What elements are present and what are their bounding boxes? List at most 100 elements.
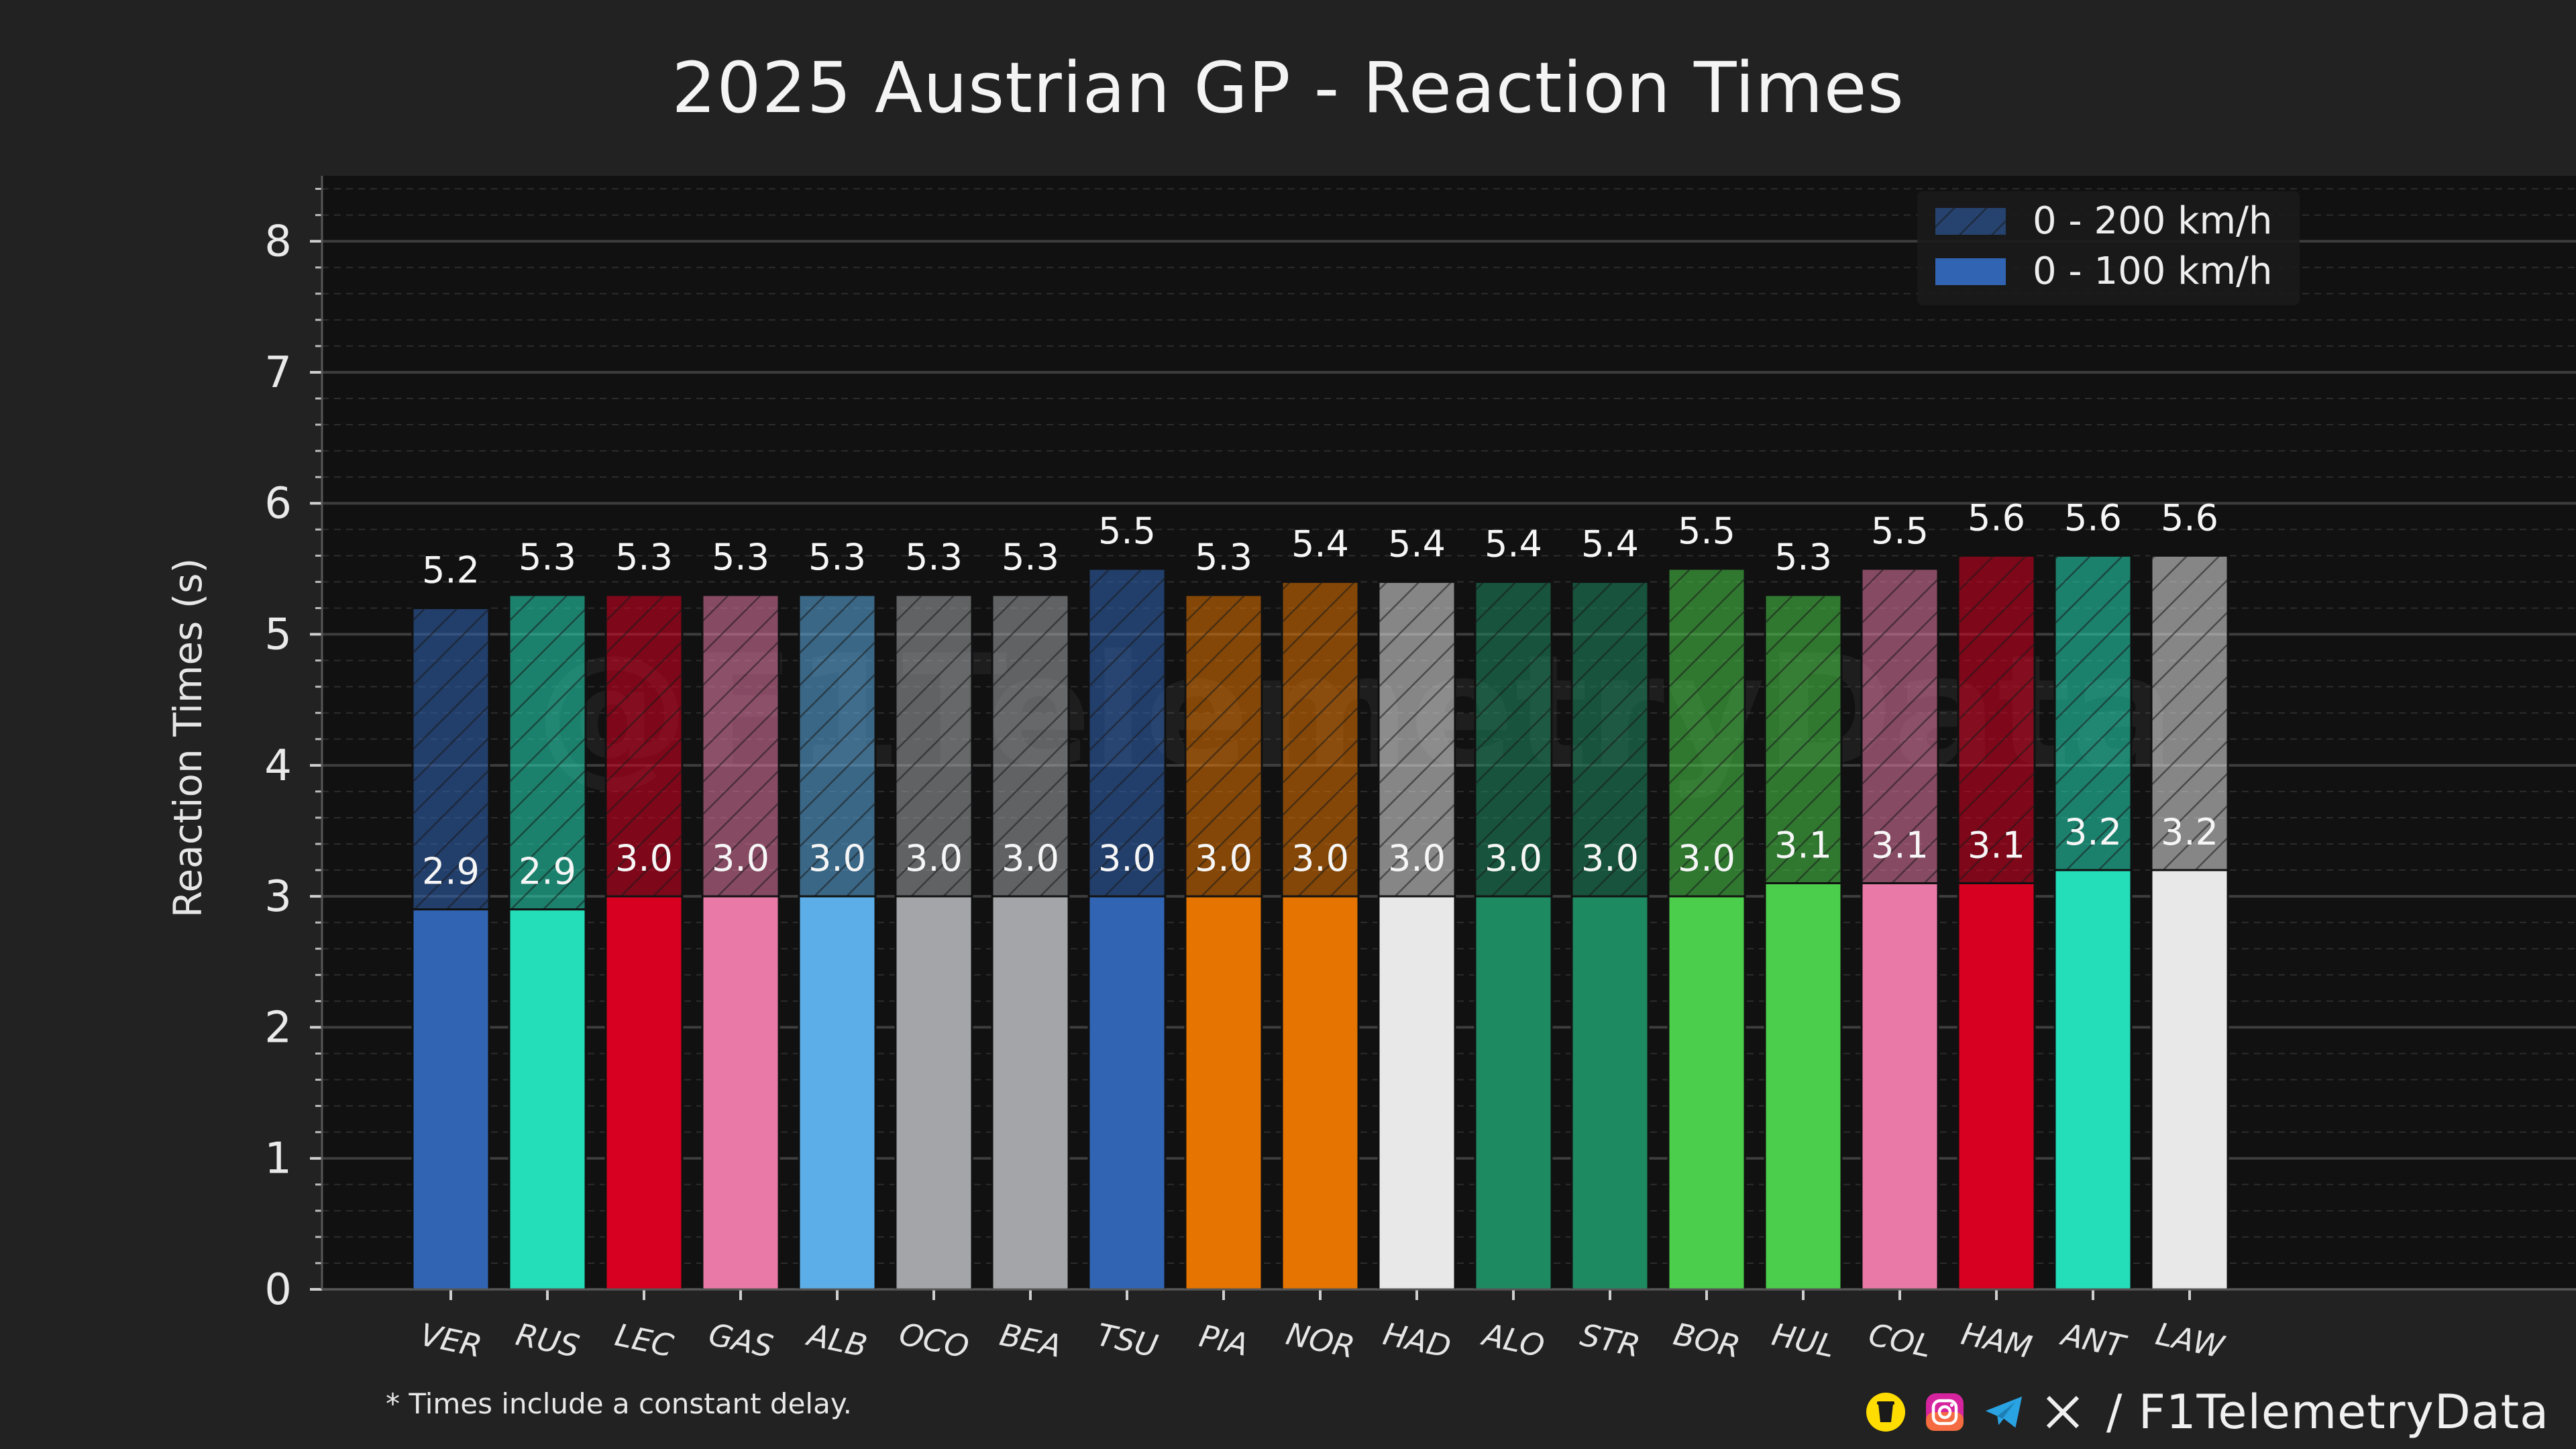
value-label-0-100: 3.0 xyxy=(1581,837,1639,879)
bar-hatch xyxy=(1475,582,1552,897)
x-tick-label: ANT xyxy=(2057,1316,2131,1365)
value-label-0-200: 5.3 xyxy=(1002,536,1059,578)
legend-swatch-hatch xyxy=(1935,208,2006,235)
x-axis: VER RUS LEC GAS ALB OCO BEA TSU PIA NOR HAD ALO STR B… xyxy=(322,1288,2576,1366)
value-label-0-200: 5.3 xyxy=(712,536,769,578)
value-label-0-100: 3.0 xyxy=(905,837,963,879)
minor-grid xyxy=(322,188,2576,1264)
bar-0-100 xyxy=(2053,869,2133,1291)
x-tick-label: RUS xyxy=(513,1316,582,1365)
bar-hatch xyxy=(1958,555,2035,883)
bar-0-100 xyxy=(1184,895,1263,1291)
x-tick-label: COL xyxy=(1866,1316,1935,1364)
bar-hatch xyxy=(799,594,875,897)
value-label-0-200: 5.3 xyxy=(808,536,866,578)
bar-0-100 xyxy=(411,908,490,1291)
bar-0-100 xyxy=(798,895,877,1291)
x-tick-label: STR xyxy=(1577,1316,1644,1364)
bar-hatch xyxy=(1185,594,1262,897)
value-label-0-100: 3.2 xyxy=(2064,811,2122,853)
y-tick-label: 2 xyxy=(264,1003,292,1053)
bar-hatch xyxy=(2151,555,2228,871)
value-label-0-100: 3.0 xyxy=(1098,837,1156,879)
value-label-0-200: 5.3 xyxy=(615,536,673,578)
bar-0-100 xyxy=(991,895,1070,1291)
bar-0-100 xyxy=(1377,895,1456,1291)
bar-0-100 xyxy=(701,895,780,1291)
bar-hatch xyxy=(1089,568,1165,897)
y-tick-label: 0 xyxy=(264,1265,292,1315)
y-axis-title: Reaction Times (s) xyxy=(165,558,211,918)
bar-hatch xyxy=(1379,582,1455,897)
x-tick-label: OCO xyxy=(896,1316,972,1366)
value-label-0-200: 5.5 xyxy=(1871,510,1929,552)
bar-0-100 xyxy=(1281,895,1360,1291)
bar-hatch xyxy=(1862,568,1938,883)
value-label-0-100: 3.0 xyxy=(1485,837,1542,879)
bar-0-100 xyxy=(894,895,973,1291)
x-tick-label: ALO xyxy=(1478,1316,1548,1364)
instagram-icon[interactable] xyxy=(1924,1391,1966,1433)
value-label-0-100: 3.1 xyxy=(1968,824,2025,867)
footnote: * Times include a constant delay. xyxy=(386,1387,853,1420)
value-label-0-200: 5.4 xyxy=(1485,523,1542,565)
value-label-0-200: 5.4 xyxy=(1388,523,1446,565)
value-label-0-200: 5.4 xyxy=(1291,523,1349,565)
telegram-icon[interactable] xyxy=(1983,1391,2025,1433)
legend: 0 - 200 km/h 0 - 100 km/h xyxy=(1917,191,2300,305)
y-tick-label: 4 xyxy=(264,741,292,791)
bar-hatch xyxy=(702,594,779,897)
y-tick-label: 6 xyxy=(264,479,292,529)
value-label-0-200: 5.3 xyxy=(1774,536,1832,578)
value-label-0-100: 3.1 xyxy=(1774,824,1832,867)
bar-0-100 xyxy=(604,895,684,1291)
bar-0-100 xyxy=(1957,882,2036,1291)
x-tick-label: LEC xyxy=(612,1317,676,1364)
bar-0-100 xyxy=(508,908,587,1291)
handle[interactable]: / F1TelemetryData xyxy=(2106,1385,2549,1440)
bar-0-100 xyxy=(1860,882,1939,1291)
value-label-0-100: 3.0 xyxy=(615,837,673,879)
x-tick-label: HUL xyxy=(1769,1316,1838,1364)
legend-box xyxy=(1917,191,2300,305)
bars xyxy=(411,554,2229,1291)
value-label-0-100: 3.0 xyxy=(1002,837,1059,879)
bar-0-100 xyxy=(1087,895,1167,1291)
value-label-0-200: 5.6 xyxy=(2161,496,2218,539)
coffee-cup-icon[interactable] xyxy=(1865,1391,1907,1433)
bar-hatch xyxy=(992,594,1069,897)
value-labels: 5.2 2.9 5.3 2.9 5.3 3.0 5.3 3.0 5.3 3.0 5.3 3.0 5.3 3… xyxy=(422,496,2218,892)
bar-0-100 xyxy=(1570,895,1650,1291)
x-tick-label: PIA xyxy=(1196,1318,1251,1363)
x-tick-label: BOR xyxy=(1670,1316,1743,1365)
value-label-0-100: 3.0 xyxy=(1291,837,1349,879)
value-label-0-100: 3.0 xyxy=(1195,837,1252,879)
value-label-0-200: 5.2 xyxy=(422,549,480,591)
bar-hatch xyxy=(606,594,682,897)
y-tick-label: 3 xyxy=(264,872,292,922)
value-label-0-200: 5.4 xyxy=(1581,523,1639,565)
x-icon[interactable] xyxy=(2042,1391,2084,1433)
bar-0-100 xyxy=(1667,895,1746,1291)
x-tick-label: HAM xyxy=(1958,1316,2035,1366)
bar-hatch xyxy=(1572,582,1648,897)
legend-label-0-200: 0 - 200 km/h xyxy=(2033,199,2272,243)
legend-label-0-100: 0 - 100 km/h xyxy=(2033,250,2272,293)
x-tick-label: NOR xyxy=(1283,1316,1358,1365)
x-tick-label: GAS xyxy=(706,1316,776,1365)
value-label-0-100: 2.9 xyxy=(422,851,480,893)
bar-hatch xyxy=(1282,582,1358,897)
y-tick-label: 7 xyxy=(264,348,292,398)
x-tick-label: VER xyxy=(417,1316,486,1364)
bar-hatch xyxy=(2055,555,2131,871)
x-tick-label: TSU xyxy=(1093,1316,1161,1364)
value-label-0-100: 3.0 xyxy=(712,837,769,879)
value-label-0-100: 3.0 xyxy=(1678,837,1735,879)
value-label-0-200: 5.3 xyxy=(519,536,576,578)
page-title: 2025 Austrian GP - Reaction Times xyxy=(672,47,1904,129)
bar-hatch xyxy=(1668,568,1745,897)
value-label-0-200: 5.5 xyxy=(1098,510,1156,552)
bar-hatch xyxy=(509,594,586,910)
y-tick-label: 5 xyxy=(264,610,292,660)
